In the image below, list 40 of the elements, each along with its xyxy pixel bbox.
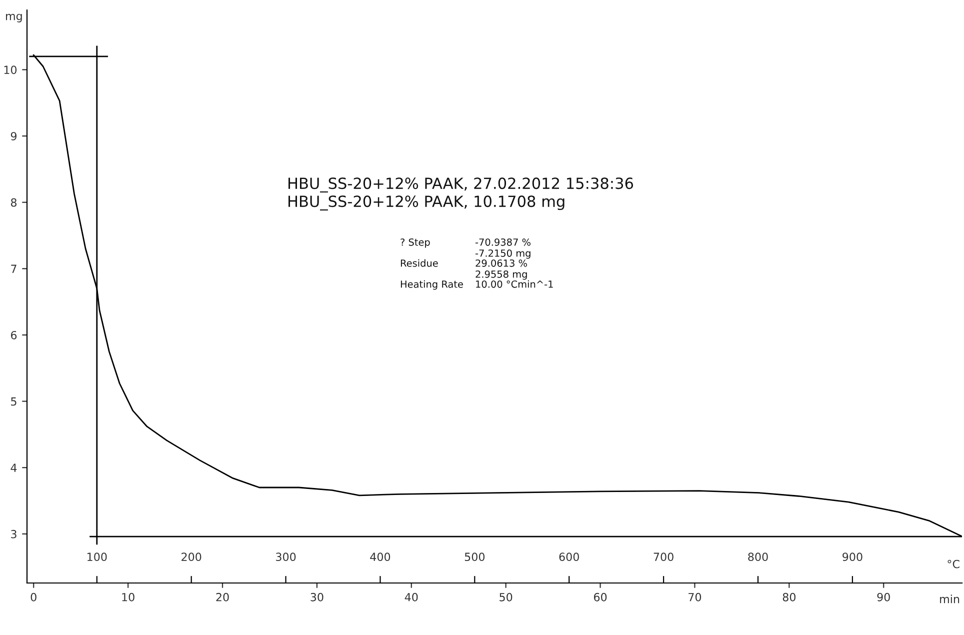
x-tick-label: 90 — [877, 592, 890, 602]
annotation: Heating Rate — [400, 280, 463, 290]
annotation: -7.2150 mg — [475, 249, 530, 259]
x-tick-label: 70 — [688, 592, 702, 602]
x-tick-label: 50 — [500, 592, 512, 602]
x2-tick-label: 600 — [559, 552, 579, 562]
annotation: 10.00 °Cmin^-1 — [476, 280, 553, 288]
x2-tick-label: 400 — [370, 552, 390, 562]
x2-tick-label: 900 — [842, 552, 862, 562]
x-axis-title: min — [940, 594, 960, 604]
x-tick-label: 10 — [122, 592, 134, 602]
y-tick-label: 3 — [11, 530, 16, 538]
x-tick-label: 20 — [216, 592, 229, 602]
y-tick-label: 5 — [11, 397, 16, 406]
x-tick-label: 80 — [782, 592, 796, 602]
x2-tick-label: 800 — [748, 552, 768, 562]
y-tick-label: 8 — [10, 198, 17, 207]
y-tick-label: 6 — [10, 330, 17, 340]
x2-tick-label: 100 — [88, 552, 107, 562]
x-tick-label: 40 — [404, 592, 418, 602]
annotation: ? Step — [400, 238, 430, 248]
x2-tick-label: 700 — [654, 552, 674, 562]
y-tick-label: 9 — [10, 132, 16, 140]
annotation: Residue — [400, 259, 438, 267]
y-tick-label: 10 — [4, 66, 17, 74]
x-tick-label: 0 — [30, 592, 36, 602]
annotation: 2.9558 mg — [476, 270, 527, 280]
x2-tick-label: 300 — [276, 552, 296, 562]
annotation: 29.0613 % — [476, 259, 527, 267]
annotation: HBU_SS-20+12% PAAK, 27.02.2012 15:38:36 — [288, 178, 634, 192]
x2-axis-title: °C — [948, 560, 960, 568]
x2-tick-label: 200 — [182, 552, 202, 562]
y-axis-title: mg — [6, 14, 22, 22]
y-tick-label: 4 — [10, 464, 17, 472]
x-tick-label: 60 — [594, 592, 607, 602]
y-tick-label: 7 — [11, 264, 16, 273]
x-tick-label: 30 — [310, 592, 324, 602]
annotation: -70.9387 % — [475, 238, 531, 246]
x2-tick-label: 500 — [464, 552, 485, 562]
annotation: HBU_SS-20+12% PAAK, 10.1708 mg — [288, 196, 564, 210]
